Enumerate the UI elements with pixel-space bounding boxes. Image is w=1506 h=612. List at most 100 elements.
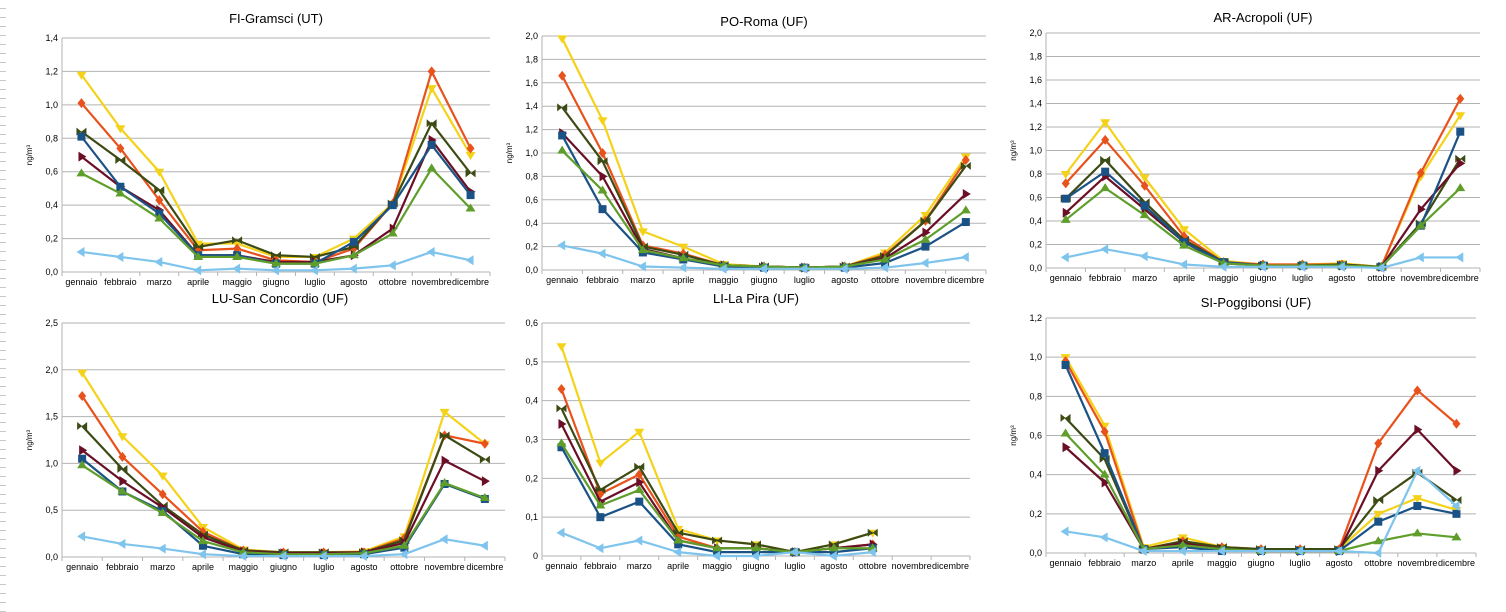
data-point	[597, 117, 608, 126]
x-tick-label: luglio	[1290, 558, 1311, 568]
data-point	[465, 169, 476, 178]
ruler-tick	[0, 323, 6, 324]
x-tick-label: luglio	[304, 277, 325, 287]
data-point	[1456, 93, 1465, 104]
y-axis-label: ng/m³	[25, 144, 34, 165]
data-point	[76, 71, 87, 80]
data-point	[399, 549, 408, 560]
ruler-tick	[0, 161, 6, 162]
data-point	[1455, 252, 1464, 263]
x-tick-label: ottobre	[1364, 558, 1392, 568]
data-point	[1451, 532, 1462, 541]
data-point	[157, 472, 168, 481]
data-point	[232, 236, 243, 245]
data-point	[1415, 252, 1424, 263]
data-point	[1455, 112, 1466, 121]
data-point	[960, 205, 971, 214]
ruler-tick	[0, 476, 6, 477]
data-point	[1373, 548, 1382, 558]
data-point	[678, 243, 689, 252]
y-tick-label: 0,4	[525, 218, 538, 228]
series-line	[560, 446, 873, 554]
y-tick-label: 1,8	[1029, 52, 1042, 62]
data-point	[1417, 204, 1426, 215]
series-7	[556, 527, 876, 561]
ruler-tick	[0, 53, 6, 54]
data-point	[1373, 510, 1384, 519]
x-tick-label: giugno	[742, 561, 769, 571]
data-point	[76, 127, 87, 136]
data-point	[1412, 495, 1423, 504]
ruler-tick	[0, 233, 6, 234]
y-tick-label: 0,3	[525, 435, 538, 445]
y-tick-label: 0,2	[525, 473, 538, 483]
data-point	[348, 250, 359, 259]
series-1	[556, 343, 878, 558]
data-point	[1256, 546, 1264, 557]
ruler-tick	[0, 251, 6, 252]
data-point	[673, 535, 684, 544]
data-point	[154, 168, 165, 177]
x-tick-label: agosto	[340, 277, 367, 287]
series-1	[76, 71, 476, 262]
data-point	[634, 535, 643, 546]
x-tick-label: aprile	[1173, 273, 1195, 283]
y-axis-label: ng/m³	[1009, 425, 1018, 446]
ruler-tick	[0, 44, 6, 45]
data-point	[466, 191, 475, 200]
y-axis-label: ng/m³	[1009, 140, 1018, 161]
data-point	[1139, 174, 1150, 183]
x-tick-label: aprile	[667, 561, 689, 571]
y-tick-label: 0,5	[45, 505, 58, 515]
ruler-tick	[0, 503, 6, 504]
ruler-tick	[0, 593, 6, 594]
x-tick-label: agosto	[820, 561, 847, 571]
y-tick-label: 1,0	[45, 458, 58, 468]
series-7	[1060, 465, 1460, 558]
data-point	[1415, 220, 1426, 229]
y-tick-label: 0,4	[45, 200, 58, 210]
data-point	[557, 145, 568, 154]
y-tick-label: 0,2	[1029, 240, 1042, 250]
data-point	[1100, 119, 1111, 128]
data-point	[193, 251, 204, 260]
series-line	[560, 345, 874, 554]
data-point	[441, 455, 450, 466]
data-point	[78, 454, 87, 463]
x-tick-label: marzo	[627, 561, 652, 571]
data-point	[636, 477, 645, 488]
series-2	[1061, 93, 1465, 272]
x-tick-label: giugno	[1249, 273, 1276, 283]
data-point	[271, 258, 281, 267]
ruler-tick	[0, 278, 6, 279]
series-1	[1060, 354, 1462, 555]
data-point	[1412, 528, 1423, 537]
data-point	[961, 218, 970, 227]
data-point	[1061, 194, 1070, 203]
ruler-tick	[0, 143, 6, 144]
data-point	[673, 547, 682, 558]
y-tick-label: 0,8	[525, 171, 538, 181]
x-tick-label: maggio	[709, 275, 739, 285]
x-tick-label: maggio	[1209, 273, 1239, 283]
data-point	[960, 252, 969, 263]
data-point	[799, 263, 808, 274]
ruler-tick	[0, 242, 6, 243]
x-tick-label: marzo	[1131, 558, 1156, 568]
data-point	[599, 171, 608, 182]
y-tick-label: 1,2	[1029, 122, 1042, 132]
data-point	[557, 443, 566, 452]
data-point	[117, 538, 126, 549]
data-point	[556, 404, 567, 413]
y-tick-label: 0,1	[525, 512, 538, 522]
ruler-tick	[0, 314, 6, 315]
data-point	[197, 536, 208, 545]
data-point	[597, 248, 606, 259]
y-tick-label: 1,4	[45, 33, 58, 43]
series-line	[80, 70, 472, 264]
series-line	[1064, 360, 1458, 551]
data-point	[155, 209, 164, 218]
data-point	[1218, 261, 1227, 272]
ruler-tick	[0, 449, 6, 450]
